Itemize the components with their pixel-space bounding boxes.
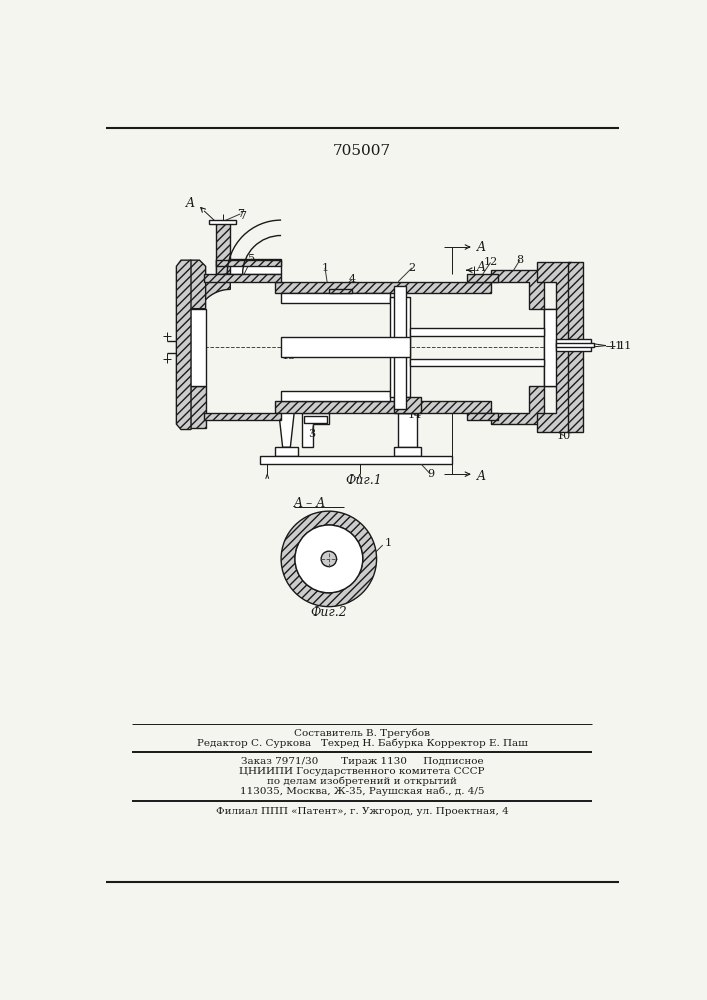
Polygon shape: [302, 413, 329, 447]
Polygon shape: [281, 293, 390, 303]
Text: 113035, Москва, Ж-35, Раушская наб., д. 4/5: 113035, Москва, Ж-35, Раушская наб., д. …: [240, 787, 484, 796]
Text: 11: 11: [608, 341, 622, 351]
Text: 2: 2: [409, 263, 416, 273]
Polygon shape: [279, 413, 294, 447]
Text: A: A: [186, 197, 195, 210]
Text: 3: 3: [308, 429, 315, 439]
Polygon shape: [329, 289, 352, 293]
Polygon shape: [180, 274, 230, 324]
Text: Редактор С. Суркова   Техред Н. Бабурка Корректор Е. Паш: Редактор С. Суркова Техред Н. Бабурка Ко…: [197, 738, 527, 748]
Polygon shape: [395, 397, 421, 413]
Text: 6: 6: [194, 411, 201, 421]
Polygon shape: [544, 309, 556, 386]
Polygon shape: [398, 413, 417, 447]
Text: 11: 11: [618, 341, 632, 351]
Polygon shape: [190, 260, 206, 309]
Polygon shape: [409, 359, 544, 366]
Text: 13: 13: [281, 351, 296, 361]
Circle shape: [295, 525, 363, 593]
Polygon shape: [275, 447, 298, 456]
Polygon shape: [304, 416, 327, 423]
Text: 5: 5: [248, 254, 255, 264]
Polygon shape: [216, 222, 230, 274]
Polygon shape: [395, 286, 406, 409]
Polygon shape: [275, 282, 491, 293]
Text: A – A: A – A: [293, 497, 326, 510]
Text: 8: 8: [516, 255, 523, 265]
Polygon shape: [204, 413, 281, 420]
Polygon shape: [390, 297, 409, 397]
Polygon shape: [216, 260, 281, 266]
Text: 9: 9: [427, 469, 434, 479]
Circle shape: [321, 551, 337, 567]
Text: Филиал ППП «Патент», г. Ужгород, ул. Проектная, 4: Филиал ППП «Патент», г. Ужгород, ул. Про…: [216, 807, 508, 816]
Text: Заказ 7971/30       Тираж 1130     Подписное: Заказ 7971/30 Тираж 1130 Подписное: [240, 757, 484, 766]
Polygon shape: [491, 386, 544, 424]
Polygon shape: [556, 339, 590, 351]
Text: 1: 1: [385, 538, 392, 548]
Text: 12: 12: [484, 257, 498, 267]
Text: A: A: [477, 470, 486, 483]
Polygon shape: [190, 309, 206, 386]
Text: Составитель В. Трегубов: Составитель В. Трегубов: [294, 728, 430, 738]
Polygon shape: [259, 456, 452, 464]
Polygon shape: [467, 413, 498, 420]
Polygon shape: [491, 270, 544, 309]
Text: 1: 1: [322, 263, 329, 273]
Polygon shape: [395, 447, 421, 456]
Polygon shape: [568, 262, 583, 432]
Polygon shape: [216, 259, 281, 274]
Polygon shape: [204, 274, 281, 282]
Text: A: A: [477, 261, 486, 274]
Polygon shape: [537, 262, 571, 432]
Text: Фиг.1: Фиг.1: [345, 474, 382, 487]
Text: 7: 7: [239, 211, 246, 221]
Polygon shape: [190, 386, 206, 428]
Polygon shape: [176, 260, 191, 430]
Polygon shape: [275, 401, 491, 413]
Polygon shape: [556, 343, 595, 347]
Text: Фиг.2: Фиг.2: [310, 606, 347, 619]
Text: по делам изобретений и открытий: по делам изобретений и открытий: [267, 777, 457, 786]
Polygon shape: [409, 328, 544, 336]
Text: 705007: 705007: [333, 144, 391, 158]
Polygon shape: [281, 337, 409, 357]
Polygon shape: [281, 391, 390, 401]
Text: 10: 10: [556, 431, 571, 441]
Text: 14: 14: [408, 410, 422, 420]
Polygon shape: [467, 274, 498, 282]
Text: 4: 4: [349, 274, 356, 284]
Text: 13: 13: [286, 548, 300, 558]
Text: 7: 7: [237, 209, 244, 219]
Polygon shape: [209, 220, 236, 224]
Text: ЦНИИПИ Государственного комитета СССР: ЦНИИПИ Государственного комитета СССР: [239, 767, 485, 776]
Text: A: A: [477, 241, 486, 254]
